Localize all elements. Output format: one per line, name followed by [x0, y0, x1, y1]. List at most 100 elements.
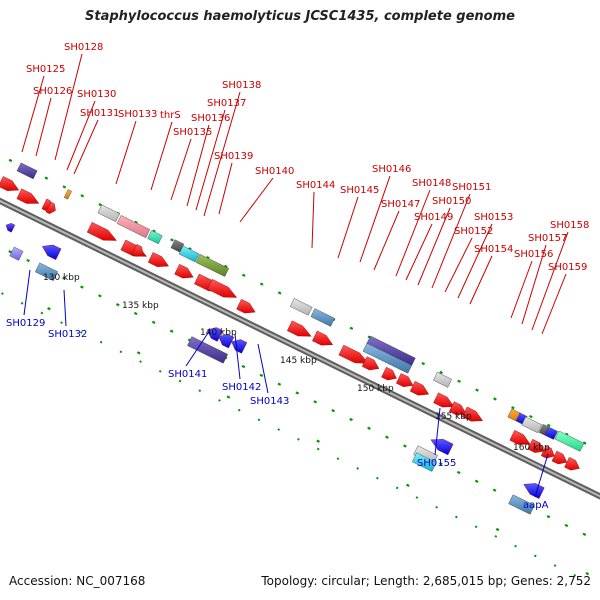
minus-strand-gene-arrow [218, 333, 235, 349]
plus-strand-gene-arrow [433, 392, 455, 408]
plus-strand-gene-block [116, 215, 151, 238]
minus-gene-label: SH0142 [222, 382, 261, 393]
plus-strand-gene-arrow [381, 366, 397, 381]
plus-label-leader [203, 91, 241, 217]
axis-dot [533, 554, 537, 558]
tick-mark [44, 176, 49, 180]
tick-mark [170, 238, 174, 242]
tick-mark [493, 397, 497, 401]
plus-gene-label: SH0146 [372, 164, 411, 175]
plus-strand-gene-arrow [45, 201, 56, 214]
tick-mark [206, 255, 210, 260]
tick-mark [277, 291, 282, 295]
tick-mark [133, 311, 138, 316]
tick-mark [241, 273, 246, 277]
backbone-line [0, 197, 600, 500]
tick-mark [406, 483, 410, 487]
plus-strand-gene-block [195, 254, 229, 277]
axis-dot [277, 428, 281, 431]
axis-dot [1, 292, 4, 295]
minus-gene-label: SH0143 [250, 396, 289, 407]
plus-label-leader [239, 177, 274, 223]
plus-gene-label: SH0154 [474, 244, 513, 255]
plus-label-leader [115, 120, 137, 185]
axis-dot [257, 418, 261, 422]
minus-gene-label: SH0129 [6, 318, 45, 329]
tick-mark [80, 285, 84, 289]
map-title: Staphylococcus haemolyticus JCSC1435, co… [85, 9, 515, 24]
plus-label-leader [541, 273, 567, 335]
scale-label: 135 kbp [122, 301, 159, 311]
axis-dot [158, 369, 162, 373]
tick-mark [474, 479, 479, 483]
minus-strand-gene-arrow [5, 223, 16, 233]
axis-dot [514, 544, 517, 548]
minus-label-leader [234, 333, 241, 380]
minus-gene-label: SH0132 [48, 329, 87, 340]
plus-gene-label: SH0150 [432, 196, 471, 207]
minus-strand-gene-arrow [430, 439, 454, 456]
plus-strand-gene-arrow [312, 330, 334, 346]
plus-strand-gene-block [97, 204, 120, 222]
plus-strand-gene-block [63, 189, 72, 200]
plus-gene-label: SH0137 [207, 98, 246, 109]
tick-mark [546, 423, 551, 428]
plus-gene-label: SH0126 [33, 86, 72, 97]
plus-label-leader [170, 138, 192, 201]
tick-mark [511, 406, 515, 410]
plus-label-leader [66, 100, 96, 171]
plus-label-leader [469, 255, 493, 305]
plus-label-leader [457, 223, 493, 299]
minus-strand-gene-block [411, 452, 437, 472]
tick-mark [582, 441, 587, 445]
plus-strand-gene-arrow [86, 222, 117, 241]
tick-mark [421, 361, 426, 366]
plus-strand-gene-arrow [448, 401, 467, 416]
axis-dot [455, 515, 458, 519]
tick-mark [492, 488, 497, 492]
tick-mark [367, 426, 371, 430]
plus-label-leader [73, 119, 99, 175]
tick-mark [403, 444, 407, 448]
plus-label-leader [444, 237, 473, 293]
axis-dot [474, 525, 478, 529]
plus-strand-gene-arrow [174, 264, 194, 279]
scale-label: 140 kbp [200, 328, 237, 338]
tick-mark [62, 185, 67, 189]
plus-gene-label: SH0130 [77, 89, 116, 100]
tick-mark [385, 435, 389, 439]
minus-gene-label: SH0155 [417, 458, 456, 469]
plus-label-leader [431, 193, 471, 289]
plus-gene-label: SH0139 [214, 151, 253, 162]
axis-dot [553, 564, 557, 567]
axis-dot [40, 311, 44, 315]
map-footer: Accession: NC_007168 Topology: circular;… [9, 574, 591, 592]
minus-strand-gene-arrow [41, 244, 62, 260]
plus-strand-gene-arrow [461, 406, 483, 422]
scale-label: 155 kbp [435, 412, 472, 422]
plus-strand-gene-arrow [207, 279, 238, 298]
minus-strand-gene-block [187, 336, 228, 364]
tick-mark [188, 247, 192, 251]
plus-label-leader [21, 75, 45, 153]
plus-strand-gene-arrow [236, 298, 256, 314]
tick-mark [98, 202, 103, 207]
genome-summary-text: Topology: circular; Length: 2,685,015 bp… [261, 574, 591, 588]
tick-mark [47, 307, 51, 311]
axis-dot [573, 573, 577, 577]
plus-gene-label: SH0144 [296, 180, 335, 191]
plus-gene-label: SH0138 [222, 80, 261, 91]
plus-label-leader [395, 189, 431, 277]
plus-label-leader [218, 162, 233, 215]
axis-dot [79, 331, 83, 334]
tick-mark [115, 303, 120, 307]
axis-dot [139, 360, 142, 363]
plus-strand-gene-block [554, 430, 585, 452]
scale-label: 130 kbp [43, 273, 80, 283]
axis-dot [20, 301, 24, 305]
tick-mark [223, 264, 228, 269]
tick-mark [475, 388, 479, 392]
plus-gene-label: SH0140 [255, 166, 294, 177]
minus-strand-gene-arrow [523, 483, 545, 499]
plus-strand-gene-arrow [287, 320, 312, 337]
